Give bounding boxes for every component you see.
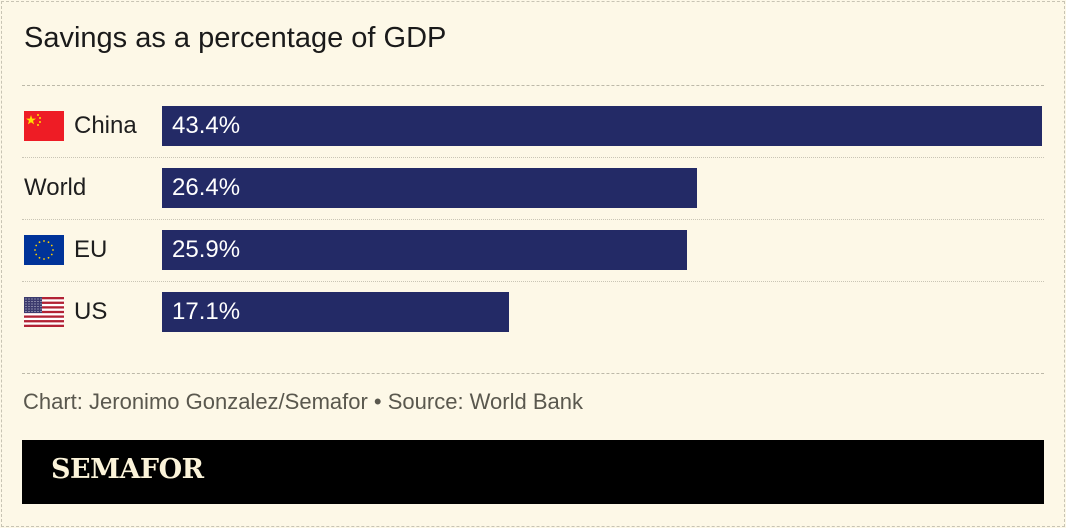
data-label: 25.9% bbox=[172, 236, 241, 263]
source-note: Chart: Jeronimo Gonzalez/Semafor • Sourc… bbox=[23, 389, 583, 414]
bar bbox=[162, 292, 509, 332]
category-text: World bbox=[24, 174, 87, 201]
category-label: US bbox=[24, 292, 107, 332]
row-divider bbox=[22, 219, 1044, 220]
bar-row-china: China 43.4% bbox=[0, 106, 1066, 146]
category-label: China bbox=[24, 106, 137, 146]
category-text: EU bbox=[74, 236, 108, 263]
eu-flag-icon bbox=[24, 235, 64, 265]
row-divider bbox=[22, 281, 1044, 282]
row-divider bbox=[22, 157, 1044, 158]
title-divider bbox=[22, 85, 1044, 86]
category-text: China bbox=[74, 112, 137, 139]
bar bbox=[162, 230, 688, 270]
data-label: 17.1% bbox=[172, 298, 241, 325]
category-label: World bbox=[24, 168, 86, 208]
bar bbox=[162, 106, 1042, 146]
footer-divider bbox=[22, 373, 1044, 374]
bar-row-world: World 26.4% bbox=[0, 168, 1066, 208]
data-label: 26.4% bbox=[172, 174, 241, 201]
category-label: EU bbox=[24, 230, 107, 270]
logo-banner: SEMAFOR bbox=[22, 440, 1044, 504]
bar bbox=[162, 168, 698, 208]
china-flag-icon bbox=[24, 111, 64, 141]
bar-row-eu: EU 25.9% bbox=[0, 230, 1066, 270]
data-label: 43.4% bbox=[172, 112, 241, 139]
chart-title: Savings as a percentage of GDP bbox=[24, 22, 447, 54]
semafor-logo: SEMAFOR bbox=[51, 454, 204, 485]
bar-row-us: US 17.1% bbox=[0, 292, 1066, 332]
category-text: US bbox=[74, 298, 108, 325]
us-flag-icon bbox=[24, 297, 64, 327]
